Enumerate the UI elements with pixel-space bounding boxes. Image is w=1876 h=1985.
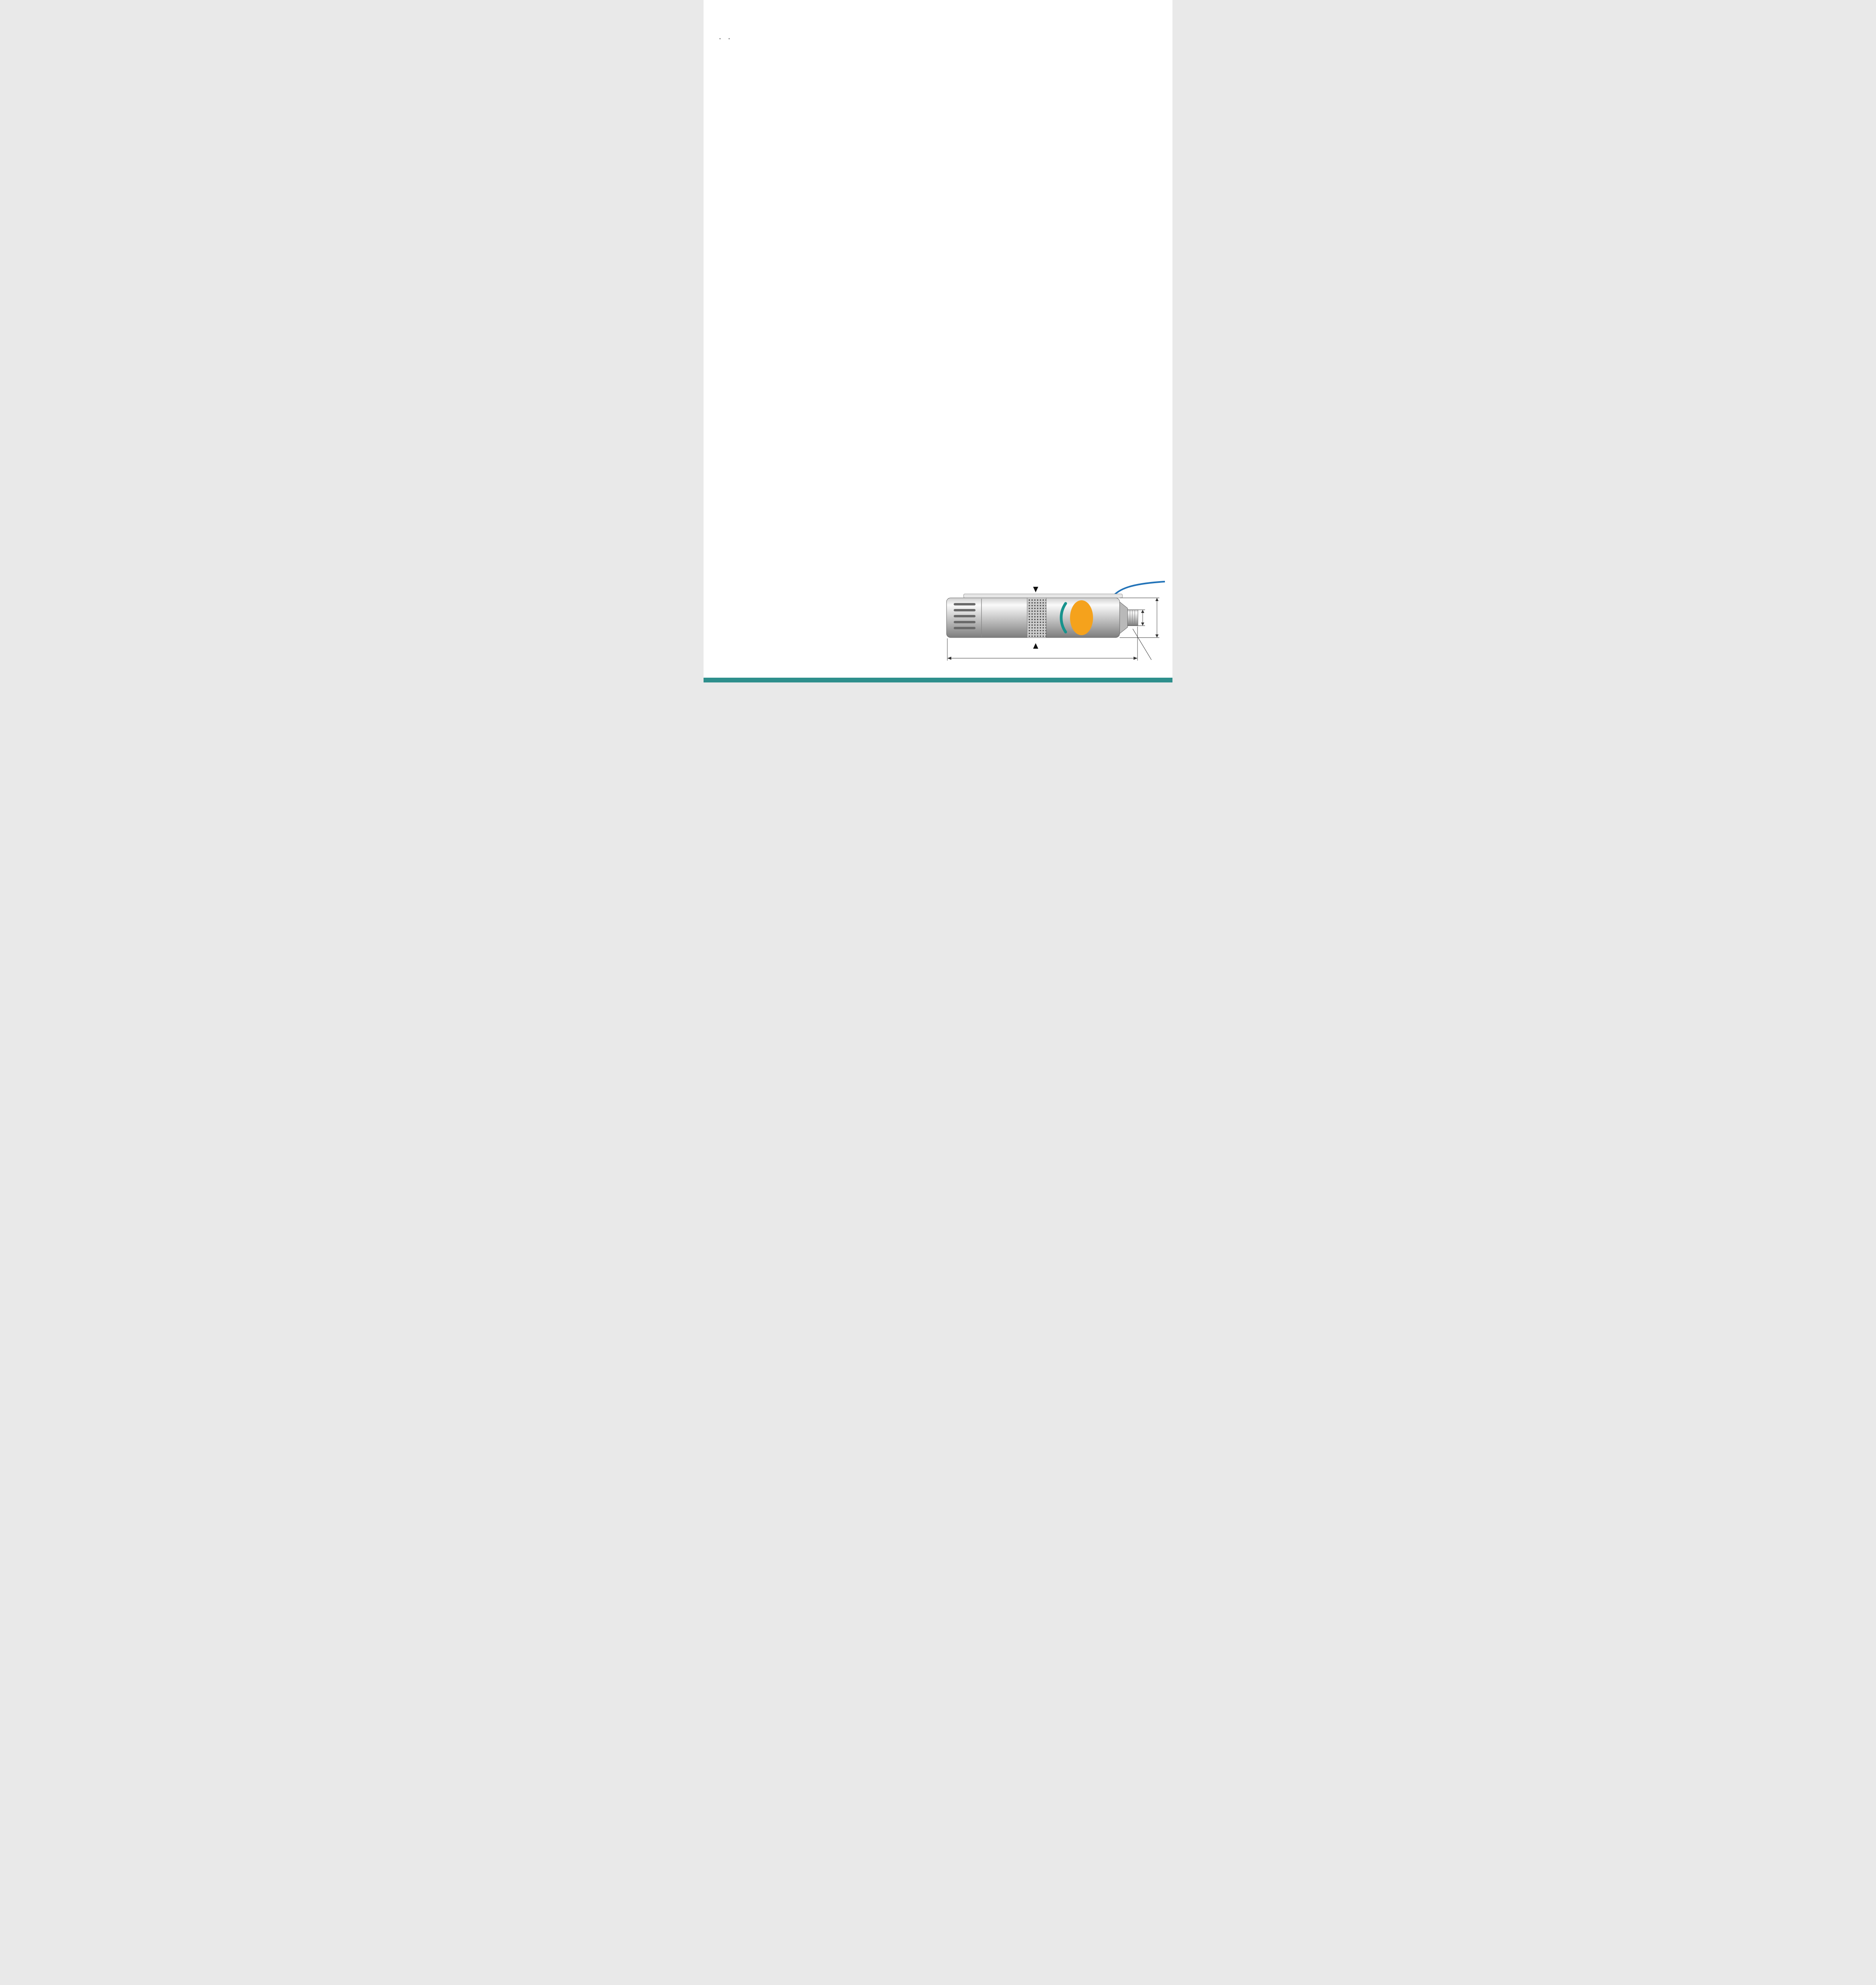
h-dimension [947,626,1138,661]
dn-dimension [1128,609,1145,626]
diameter-arrowheads [1155,598,1159,638]
pump-diagram [946,581,1165,661]
dn-arrowheads [1141,610,1144,626]
diameter-dimension [1120,597,1159,638]
speed-label [729,38,738,39]
h-arrowheads [947,657,1138,660]
bottom-accent-bar [704,678,1172,682]
outlet-port [1127,609,1138,626]
datasheet-page [704,0,1172,682]
frequency-label [719,38,729,39]
performance-chart [715,55,1156,303]
cable-guard [963,594,1123,598]
outlet-cone [1119,601,1128,634]
brand-badge [1070,600,1093,635]
guard-arrows [1033,587,1038,649]
brand-swirl [1060,602,1067,634]
motor-slots [954,603,976,629]
operating-conditions [719,38,738,39]
callout-line [1132,628,1152,660]
port-threads [1130,610,1135,625]
suction-screen [1027,597,1047,638]
